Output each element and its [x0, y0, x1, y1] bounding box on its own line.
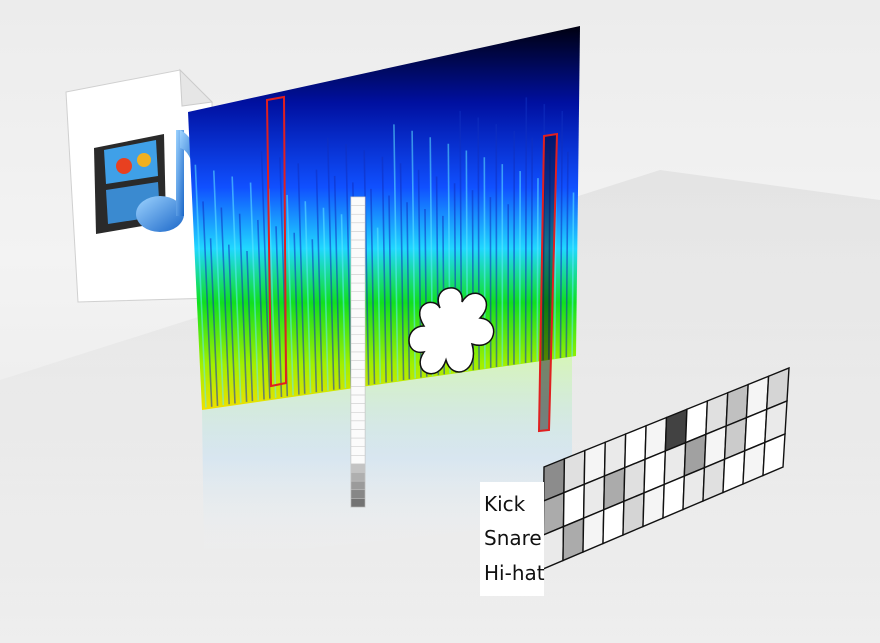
activation-strip	[350, 196, 366, 508]
spectrogram-streak	[370, 188, 376, 385]
strip-cell	[350, 463, 366, 473]
music-note-icon	[136, 130, 197, 232]
strip-cell	[350, 205, 366, 215]
spectrogram-streak	[565, 151, 569, 358]
strip-cell	[350, 308, 366, 318]
spectrogram-streak	[212, 170, 225, 406]
spectrogram-streak	[393, 124, 399, 381]
spectrogram-streak	[249, 182, 260, 401]
grid-cell	[762, 432, 786, 477]
spectrogram-streak	[530, 137, 533, 363]
strip-cell	[350, 472, 366, 482]
strip-cell	[350, 394, 366, 404]
spectrogram-streak	[363, 150, 370, 385]
spectrogram-streak	[293, 232, 300, 395]
strip-cell	[350, 334, 366, 344]
spectrogram-streak	[220, 207, 230, 405]
spectrogram-streak	[297, 163, 306, 394]
spectrogram-streak	[345, 143, 353, 388]
drum-pattern-grid	[542, 366, 790, 571]
strip-cell	[350, 231, 366, 241]
spectrogram-streak	[548, 144, 551, 360]
strip-cell	[350, 274, 366, 284]
strip-cell	[350, 489, 366, 499]
strip-cell	[350, 360, 366, 370]
spectrogram-reflection	[202, 356, 572, 560]
strip-cell	[350, 455, 366, 465]
strip-cell	[350, 368, 366, 379]
spectrogram-streak	[322, 207, 329, 391]
strip-cell	[350, 265, 366, 275]
strip-cell	[350, 282, 366, 292]
spectrogram-streak	[238, 213, 248, 402]
strip-cell	[350, 403, 366, 413]
highlight-onset-right	[537, 132, 559, 433]
label-kick: Kick	[484, 492, 526, 516]
spectrogram-streak	[388, 195, 393, 382]
strip-cell	[350, 317, 366, 327]
strip-cell	[350, 480, 366, 491]
spectrogram-streak	[260, 151, 271, 399]
spectrogram-streak	[406, 202, 411, 380]
spectrogram-streak	[268, 188, 277, 398]
spectrogram-streak	[231, 176, 242, 403]
strip-cell	[350, 377, 366, 387]
spectrogram-streak	[524, 97, 528, 363]
strip-cell	[350, 300, 366, 310]
spectrogram-streak	[536, 178, 539, 362]
strip-cell	[350, 446, 366, 456]
spectrogram-streak	[326, 137, 335, 390]
strip-cell	[350, 429, 366, 439]
flower-blob-icon	[408, 287, 495, 375]
spectrogram-streak	[227, 244, 236, 404]
strip-cell	[350, 325, 366, 336]
media-file-icon	[65, 68, 215, 303]
spectrogram-streak	[257, 219, 265, 400]
label-hihat: Hi-hat	[484, 561, 545, 585]
label-snare: Snare	[484, 526, 542, 550]
spectrogram-streak	[315, 169, 323, 392]
spectrogram-streak	[246, 250, 254, 402]
strip-cell	[350, 437, 366, 447]
strip-cell	[350, 222, 366, 232]
spectrogram-streak	[340, 214, 347, 389]
strip-cell	[350, 257, 366, 267]
strip-cell	[350, 196, 366, 206]
highlight-onset-left	[265, 95, 288, 388]
spectrogram-streak	[209, 238, 219, 407]
strip-cell	[350, 213, 366, 224]
strip-cell	[350, 248, 366, 258]
strip-cell	[350, 343, 366, 353]
spectrogram-streak	[333, 175, 341, 389]
spectrogram-streak	[311, 239, 318, 393]
spectrogram-streak	[376, 227, 382, 384]
spectrogram-streak	[286, 194, 294, 396]
strip-cell	[350, 420, 366, 430]
spectrogram-streak	[399, 163, 405, 380]
label-panel	[480, 482, 544, 596]
strip-cell	[350, 239, 366, 249]
spectrogram-streak	[571, 192, 575, 357]
strip-cell	[350, 498, 366, 508]
strip-cell	[350, 351, 366, 361]
strip-cell	[350, 386, 366, 396]
spectrogram-streak	[194, 164, 207, 408]
spectrogram-streak	[381, 156, 387, 383]
spectrogram-streak	[202, 201, 213, 407]
strip-cell	[350, 412, 366, 422]
spectrogram-streak	[275, 226, 283, 398]
spectrogram-streak	[304, 201, 312, 393]
spectrogram-panel	[188, 26, 580, 410]
strip-cell	[350, 291, 366, 301]
spectrogram-streak	[559, 111, 564, 359]
